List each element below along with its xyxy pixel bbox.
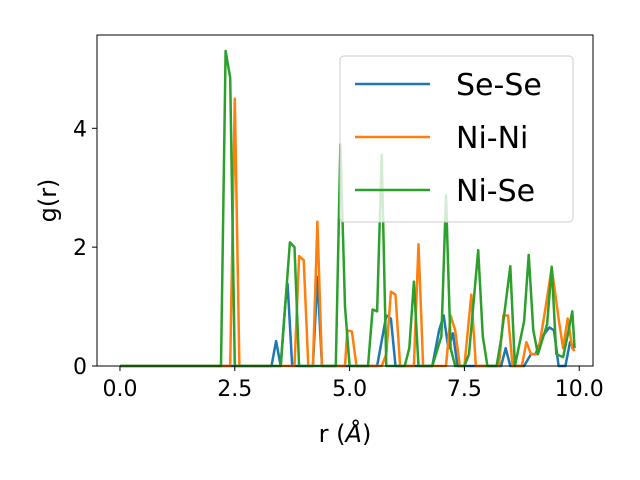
y-tick-label: 2	[73, 236, 87, 261]
x-axis-label-unit: Å	[344, 419, 362, 448]
x-tick-label: 2.5	[217, 377, 252, 402]
legend-label-ni-se: Ni-Se	[456, 174, 535, 209]
x-tick-label: 0.0	[102, 377, 137, 402]
x-tick-label: 10.0	[555, 377, 604, 402]
series-line-ni-se	[120, 49, 576, 368]
x-axis-label-text: r (	[319, 420, 346, 448]
tick-layer: 0.0 2.5 5.0 7.5 10.0 0 2 4	[73, 117, 604, 402]
x-tick-label: 5.0	[332, 377, 367, 402]
y-tick-label: 4	[73, 117, 87, 142]
legend-entries: Se-Se Ni-Ni Ni-Se	[355, 68, 542, 209]
x-tick-label: 7.5	[447, 377, 482, 402]
y-axis-label: g(r)	[34, 179, 62, 223]
x-axis-label-close: )	[362, 420, 371, 448]
y-tick-label: 0	[73, 355, 87, 380]
plot-frame	[96, 34, 594, 367]
legend-label-se-se: Se-Se	[456, 68, 542, 103]
x-axis-label: r (Å)	[319, 419, 372, 448]
legend-label-ni-ni: Ni-Ni	[456, 121, 528, 156]
legend: Se-Se Ni-Ni Ni-Se	[339, 55, 574, 223]
series-line-se-se	[120, 275, 576, 368]
legend-box	[339, 55, 574, 223]
